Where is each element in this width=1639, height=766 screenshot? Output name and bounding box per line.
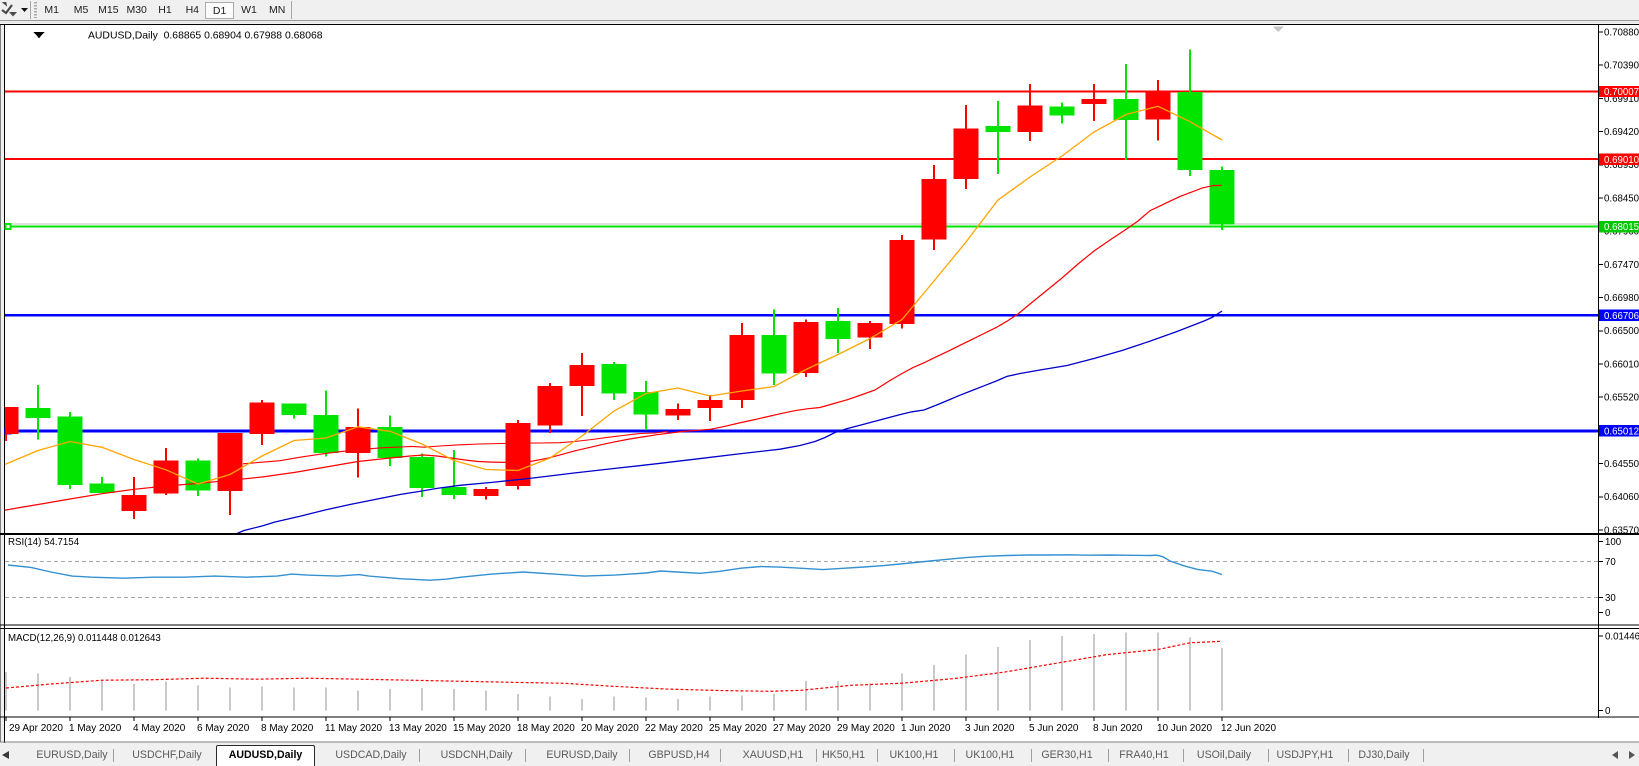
svg-text:RSI(14) 54.7154: RSI(14) 54.7154 — [8, 537, 80, 548]
svg-text:0.67470: 0.67470 — [1604, 260, 1639, 271]
svg-text:0.66980: 0.66980 — [1604, 293, 1639, 304]
svg-text:8 Jun 2020: 8 Jun 2020 — [1093, 723, 1143, 734]
svg-text:0.66010: 0.66010 — [1604, 359, 1639, 370]
svg-text:0.64550: 0.64550 — [1604, 459, 1639, 470]
svg-text:22 May 2020: 22 May 2020 — [645, 723, 703, 734]
svg-text:5 Jun 2020: 5 Jun 2020 — [1029, 723, 1079, 734]
svg-text:6 May 2020: 6 May 2020 — [197, 723, 250, 734]
svg-text:0: 0 — [1605, 608, 1611, 619]
svg-text:11 May 2020: 11 May 2020 — [325, 723, 383, 734]
svg-text:0.65012: 0.65012 — [1604, 426, 1639, 437]
svg-text:27 May 2020: 27 May 2020 — [773, 723, 831, 734]
svg-text:0.69010: 0.69010 — [1604, 155, 1639, 166]
svg-text:0.64060: 0.64060 — [1604, 492, 1639, 503]
svg-text:AUDUSD,Daily 0.68865 0.68904: AUDUSD,Daily 0.68865 0.68904 0.67988 0.6… — [88, 31, 323, 42]
svg-text:4 May 2020: 4 May 2020 — [133, 723, 186, 734]
svg-text:20 May 2020: 20 May 2020 — [581, 723, 639, 734]
svg-text:0.70880: 0.70880 — [1604, 27, 1639, 38]
svg-text:10 Jun 2020: 10 Jun 2020 — [1157, 723, 1212, 734]
svg-text:100: 100 — [1605, 537, 1622, 548]
svg-text:0.68015: 0.68015 — [1604, 222, 1639, 233]
svg-text:13 May 2020: 13 May 2020 — [389, 723, 447, 734]
svg-text:0.69910: 0.69910 — [1604, 94, 1639, 105]
svg-text:0.69420: 0.69420 — [1604, 127, 1639, 138]
svg-text:15 May 2020: 15 May 2020 — [453, 723, 511, 734]
svg-text:70: 70 — [1605, 557, 1616, 568]
svg-text:29 May 2020: 29 May 2020 — [837, 723, 895, 734]
svg-text:1 Jun 2020: 1 Jun 2020 — [901, 723, 951, 734]
svg-text:1 May 2020: 1 May 2020 — [69, 723, 122, 734]
svg-text:0.01446: 0.01446 — [1605, 631, 1639, 642]
svg-text:3 Jun 2020: 3 Jun 2020 — [965, 723, 1015, 734]
svg-text:0.68930: 0.68930 — [1604, 160, 1639, 171]
svg-text:29 Apr 2020: 29 Apr 2020 — [9, 723, 63, 734]
svg-text:18 May 2020: 18 May 2020 — [517, 723, 575, 734]
svg-text:0: 0 — [1605, 706, 1611, 717]
svg-text:0.66500: 0.66500 — [1604, 326, 1639, 337]
svg-text:0.70007: 0.70007 — [1604, 87, 1639, 98]
svg-text:12 Jun 2020: 12 Jun 2020 — [1221, 723, 1276, 734]
svg-text:25 May 2020: 25 May 2020 — [709, 723, 767, 734]
svg-text:0.68450: 0.68450 — [1604, 193, 1639, 204]
svg-text:0.63570: 0.63570 — [1604, 525, 1639, 536]
svg-text:0.65520: 0.65520 — [1604, 393, 1639, 404]
svg-text:MACD(12,26,9) 0.011448 0.01264: MACD(12,26,9) 0.011448 0.012643 — [8, 633, 161, 644]
svg-text:0.66706: 0.66706 — [1604, 311, 1639, 322]
svg-text:8 May 2020: 8 May 2020 — [261, 723, 314, 734]
svg-text:0.70390: 0.70390 — [1604, 61, 1639, 72]
svg-text:30: 30 — [1605, 593, 1616, 604]
